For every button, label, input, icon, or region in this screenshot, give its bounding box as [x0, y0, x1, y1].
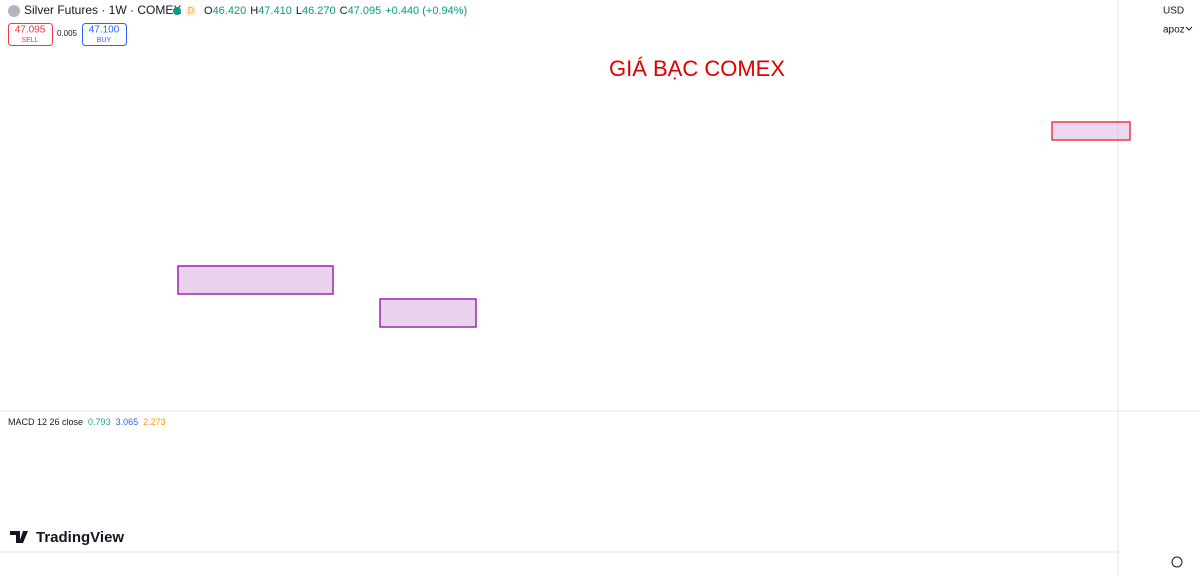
macd-signal-value: 2.273 — [143, 417, 166, 427]
spread: 0.005 — [57, 29, 78, 38]
badge: D — [188, 5, 195, 15]
buy-button[interactable] — [82, 23, 127, 46]
chevron — [1185, 26, 1193, 31]
ohlc-value: 47.410 — [258, 5, 292, 17]
sell-button[interactable] — [8, 23, 53, 46]
macd-legend: MACD 12 26 close 0.793 3.065 2.273 — [8, 417, 166, 427]
highlight-zone — [177, 265, 334, 295]
macd-line-value: 3.065 — [116, 417, 139, 427]
badge-bg — [185, 5, 197, 17]
ohlc-label: H — [250, 5, 258, 17]
currency[interactable]: USD — [1163, 6, 1184, 17]
ohlc: O46.420 H47.410 L46.270 C47.095 +0.440 (+0.9… — [204, 5, 467, 17]
ohlc-value: 47.095 — [348, 5, 382, 17]
status-dot — [173, 7, 181, 15]
ohlc-label: O — [204, 5, 213, 17]
highlight-zone — [1051, 121, 1131, 141]
sell-label: SELL — [21, 37, 38, 44]
ohlc-label: C — [340, 5, 348, 17]
logo-text: TradingView — [36, 529, 124, 546]
buy-price: 47.100 — [89, 25, 120, 36]
macd-hist-value: 0.793 — [88, 417, 111, 427]
ohlc-label: L — [296, 5, 302, 17]
annotation: GIÁ BẠC COMEX — [609, 56, 785, 81]
macd-title: MACD 12 26 close — [8, 417, 83, 427]
buy-label: BUY — [97, 37, 112, 44]
settings-icon[interactable] — [1171, 556, 1183, 568]
logo-mark — [10, 531, 28, 543]
change: +0.440 (+0.94%) — [385, 5, 467, 17]
ohlc-value: 46.270 — [302, 5, 336, 17]
symbol-title[interactable]: Silver Futures · 1W · COMEX — [24, 3, 181, 17]
ohlc-value: 46.420 — [213, 5, 247, 17]
scale-mode[interactable]: apoz — [1163, 25, 1185, 36]
sell-price: 47.095 — [15, 25, 46, 36]
symbol-icon — [8, 5, 20, 17]
highlight-zone — [379, 298, 477, 328]
